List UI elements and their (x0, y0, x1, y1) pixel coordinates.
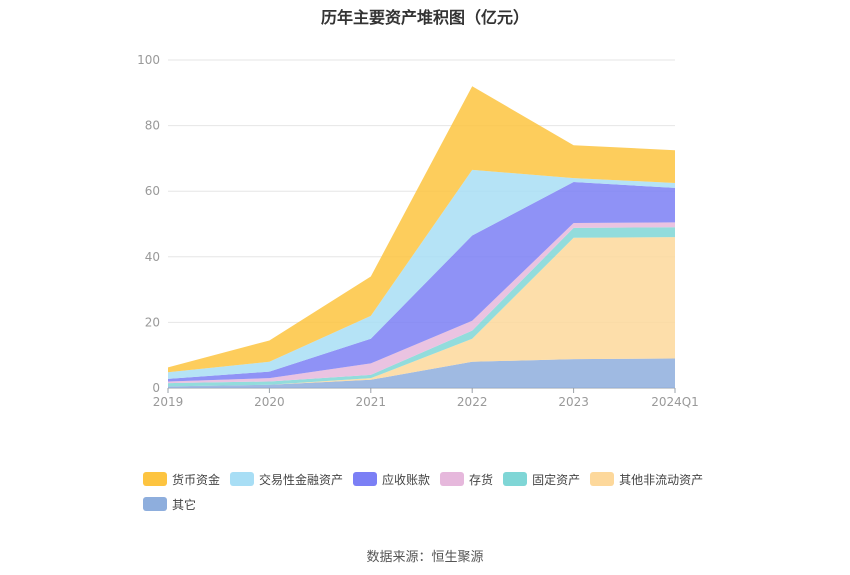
legend-item[interactable]: 应收账款 (353, 471, 430, 487)
legend-swatch (353, 472, 378, 486)
legend-swatch (503, 472, 528, 486)
x-tick-label: 2021 (356, 395, 387, 409)
x-tick-label: 2019 (153, 395, 184, 409)
area-series (168, 358, 675, 388)
y-tick-label: 40 (145, 250, 160, 264)
legend-label: 货币资金 (172, 472, 221, 487)
area-series (168, 237, 675, 387)
legend-label: 存货 (469, 472, 494, 487)
x-tick-label: 2020 (254, 395, 285, 409)
legend-swatch (590, 472, 615, 486)
legend-item[interactable]: 其它 (143, 496, 196, 512)
legend-label: 应收账款 (382, 472, 431, 487)
chart-legend: 货币资金 交易性金融资产 应收账款 存货 固定资产 其他非流动资产其它 (143, 471, 743, 521)
area-series (168, 222, 675, 384)
legend-swatch (230, 472, 255, 486)
x-tick-label: 2023 (558, 395, 589, 409)
y-tick-label: 20 (145, 315, 160, 329)
legend-item[interactable]: 其他非流动资产 (590, 471, 703, 487)
legend-swatch (143, 472, 167, 486)
area-series (168, 227, 675, 387)
stacked-area-chart: 0 20 40 60 80 100 2019 2020 2021 2022 2023 2024Q1 (137, 53, 699, 409)
y-tick-label: 0 (152, 381, 160, 395)
area-series (168, 86, 675, 373)
legend-item[interactable]: 存货 (440, 471, 493, 487)
legend-label: 其它 (172, 497, 197, 512)
y-tick-label: 100 (137, 53, 160, 67)
x-tick-label: 2022 (457, 395, 488, 409)
y-tick-label: 80 (145, 119, 160, 133)
x-tick-label: 2024Q1 (651, 395, 699, 409)
legend-label: 其他非流动资产 (619, 472, 704, 487)
data-source: 数据来源：恒生聚源 (366, 550, 484, 565)
y-tick-label: 60 (145, 184, 160, 198)
legend-label: 交易性金融资产 (259, 472, 344, 487)
chart-title: 历年主要资产堆积图（亿元） (320, 8, 529, 27)
legend-item[interactable]: 固定资产 (503, 471, 580, 487)
area-series (168, 182, 675, 382)
legend-label: 固定资产 (532, 472, 581, 487)
legend-item[interactable]: 交易性金融资产 (230, 471, 343, 487)
area-series (168, 169, 675, 379)
legend-item[interactable]: 货币资金 (143, 471, 220, 487)
legend-swatch (440, 472, 465, 486)
legend-swatch (143, 497, 167, 511)
